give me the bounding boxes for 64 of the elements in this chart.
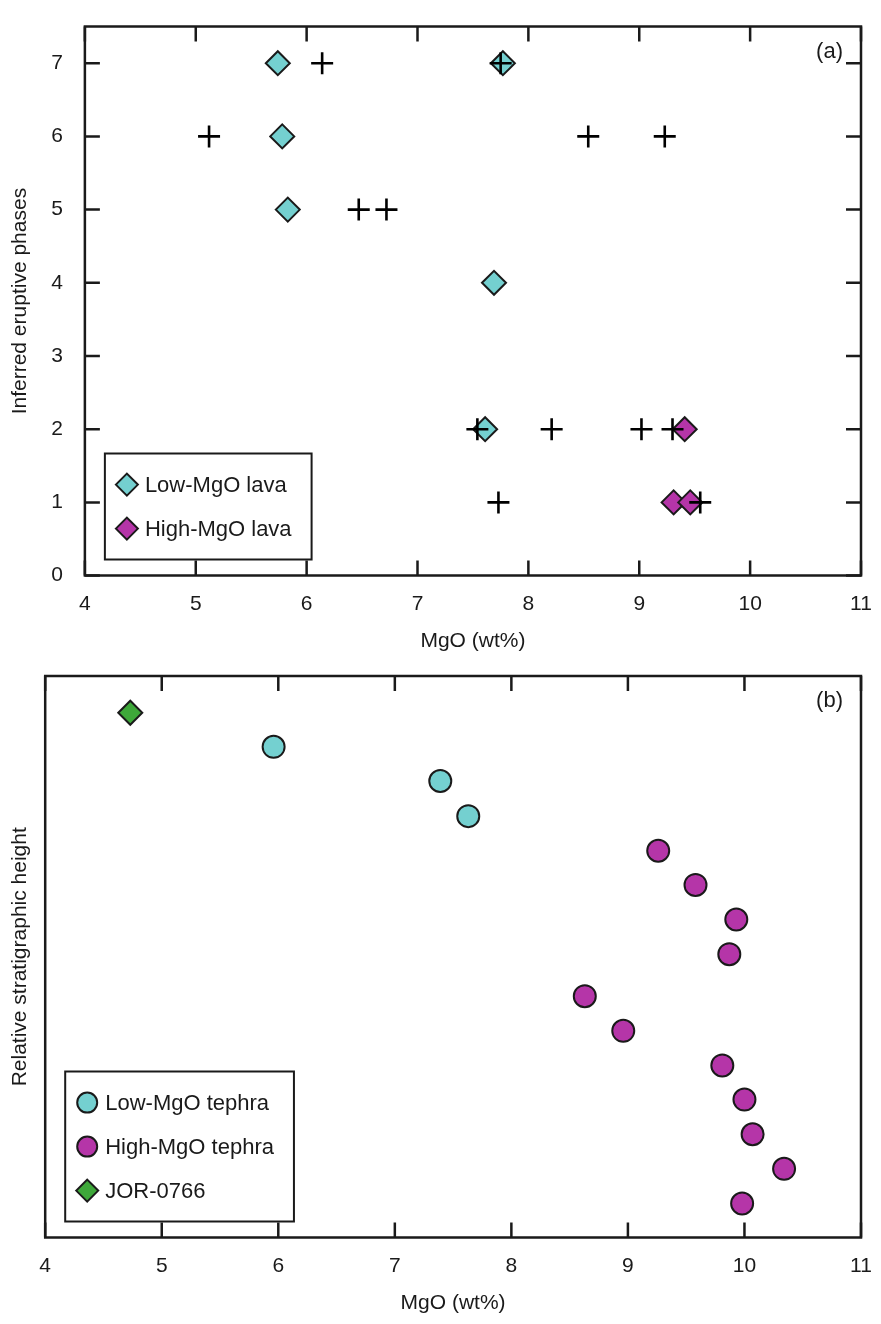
x-tick-label: 7 (411, 591, 424, 614)
x-tick-label: 10 (732, 1253, 757, 1276)
point (269, 123, 296, 150)
y-tick-label: 4 (51, 269, 64, 293)
legend-label: High-MgO tephra (105, 1133, 275, 1159)
x-axis-title: MgO (wt%) (400, 1290, 506, 1314)
point (347, 198, 370, 221)
y-tick-label: 0 (51, 562, 63, 586)
legend-label: Low-MgO lava (144, 471, 288, 497)
y-tick-label: 5 (51, 196, 63, 220)
y-tick-label: 1 (51, 489, 63, 513)
point (732, 1087, 757, 1112)
x-tick-label: 6 (300, 591, 313, 614)
point (198, 125, 221, 148)
point (689, 491, 712, 514)
y-tick-label: 3 (51, 342, 63, 366)
point (264, 50, 291, 77)
y-tick-label: 6 (51, 123, 63, 147)
point (740, 1122, 765, 1147)
point (646, 838, 671, 863)
point (724, 907, 749, 932)
point (630, 418, 653, 441)
point (311, 52, 334, 75)
point (540, 418, 563, 441)
x-tick-label: 4 (79, 591, 92, 614)
point (683, 872, 708, 897)
point (577, 125, 600, 148)
point (717, 942, 742, 967)
point (456, 804, 481, 829)
legend-label: Low-MgO tephra (105, 1089, 270, 1115)
point (772, 1156, 797, 1181)
y-tick-label: 2 (51, 416, 63, 439)
x-tick-label: 11 (850, 1253, 872, 1276)
point (611, 1018, 636, 1043)
annotation: (a) (816, 37, 843, 63)
point (481, 269, 508, 296)
point (274, 196, 301, 223)
x-tick-label: 11 (850, 591, 872, 614)
point (730, 1191, 755, 1216)
legend-label: JOR-0766 (105, 1177, 206, 1203)
point (261, 734, 286, 759)
x-tick-label: 9 (622, 1253, 634, 1276)
point (572, 984, 597, 1009)
y-tick-label: 7 (51, 50, 63, 73)
x-tick-label: 8 (505, 1253, 518, 1276)
x-tick-label: 8 (522, 591, 535, 614)
x-tick-label: 5 (155, 1253, 168, 1276)
point (710, 1053, 735, 1078)
point (375, 198, 398, 221)
point (653, 125, 676, 148)
x-tick-label: 7 (388, 1253, 401, 1276)
point (661, 418, 684, 441)
x-axis-title: MgO (wt%) (420, 628, 526, 652)
text: (b) (816, 687, 843, 713)
x-tick-label: 5 (189, 591, 202, 614)
y-axis-title: Relative stratigraphic height (7, 827, 31, 1087)
point (428, 768, 453, 793)
x-tick-label: 9 (633, 591, 646, 614)
y-axis-title: Inferred eruptive phases (7, 187, 31, 415)
legend-label: High-MgO lava (144, 515, 293, 541)
x-tick-label: 10 (738, 591, 762, 614)
x-tick-label: 6 (272, 1253, 285, 1276)
point (117, 699, 144, 726)
point (487, 491, 510, 514)
